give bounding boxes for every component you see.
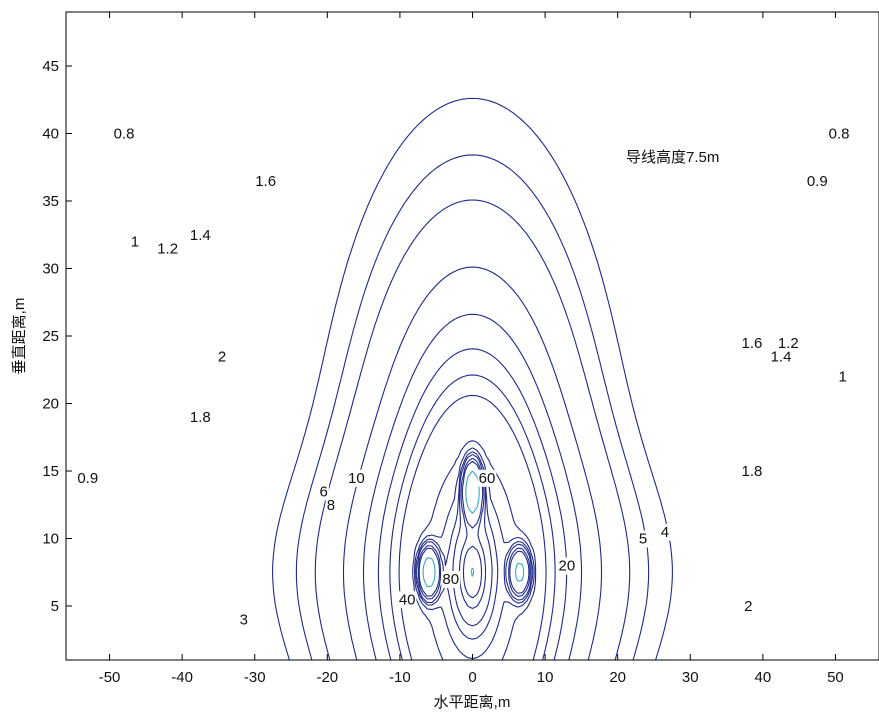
contour-label: 2 — [744, 598, 752, 615]
contour-label: 1.6 — [255, 173, 276, 190]
contour-level-10 — [418, 460, 530, 599]
contour-label: 1.6 — [742, 335, 763, 352]
axis-ticks: -50 -40 -30 -20 -10 0 10 20 30 40 5051015202530354… — [42, 12, 844, 686]
contour-label-bg — [805, 172, 829, 190]
x-tick-label: 0 — [468, 669, 476, 686]
wire-height-annotation: 导线高度7.5m — [626, 149, 719, 166]
contour-label-bg — [769, 348, 793, 366]
contour-label-bg — [477, 469, 497, 487]
x-tick-label: 10 — [537, 669, 554, 686]
contour-label-bg — [216, 348, 228, 366]
y-tick-label: 20 — [42, 396, 59, 413]
contour-label: 4 — [661, 524, 669, 541]
contour-label-bg — [112, 125, 136, 143]
contour-label-bg — [740, 334, 764, 352]
x-tick-label: 30 — [682, 669, 699, 686]
contour-label: 1.8 — [190, 409, 211, 426]
contour-label: 60 — [479, 470, 496, 487]
contour-label-bg — [557, 557, 577, 575]
y-tick-label: 40 — [42, 126, 59, 143]
contour-label: 0.9 — [807, 173, 828, 190]
contour-level-0-8 — [272, 97, 673, 660]
contour-label-bg — [188, 409, 212, 426]
contour-label: 1 — [131, 234, 139, 251]
contour-label: 2 — [218, 348, 226, 365]
x-tick-label: 40 — [755, 669, 772, 686]
x-tick-label: -40 — [171, 669, 193, 686]
contour-level-1-2 — [342, 266, 603, 660]
contour-label-bg — [325, 496, 337, 514]
y-tick-label: 45 — [42, 58, 59, 75]
contour-label-bg — [740, 463, 764, 480]
contour-label-bg — [776, 334, 800, 352]
contour-level-1-6 — [377, 348, 568, 660]
contour-label: 0.9 — [77, 470, 98, 487]
x-tick-label: -50 — [99, 669, 121, 686]
contour-label-bg — [318, 483, 329, 501]
contour-label-bg — [837, 368, 848, 386]
contour-label-bg — [347, 469, 366, 487]
contour-level-6 — [416, 453, 532, 627]
x-tick-label: -10 — [389, 669, 411, 686]
contour-label-bg — [188, 226, 212, 244]
contour-lines — [272, 97, 673, 660]
contour-label-bg — [659, 523, 671, 541]
contour-label: 3 — [240, 612, 248, 629]
y-tick-label: 15 — [42, 463, 59, 480]
contour-label: 1.2 — [157, 240, 178, 257]
contour-label-bg — [397, 591, 417, 609]
contour-level-1 — [314, 199, 631, 660]
contour-label-bg — [254, 172, 278, 190]
contour-level-1-4 — [362, 313, 583, 660]
y-tick-label: 30 — [42, 261, 59, 278]
contour-label: 8 — [327, 497, 335, 514]
contour-level-0-9 — [295, 154, 650, 660]
contour-label: 5 — [639, 531, 647, 548]
contour-label: 80 — [442, 571, 459, 588]
contour-label: 1 — [839, 369, 847, 386]
contour-label-bg — [441, 571, 461, 588]
y-tick-label: 5 — [51, 598, 59, 615]
contour-label-bg — [156, 240, 180, 258]
x-tick-label: 20 — [609, 669, 626, 686]
x-tick-label: -20 — [316, 669, 338, 686]
contour-label-bg — [76, 469, 100, 487]
contour-label-bg — [637, 530, 649, 548]
contour-label-bg — [238, 611, 250, 629]
contour-label: 1.4 — [771, 348, 792, 365]
y-tick-label: 35 — [42, 193, 59, 210]
y-tick-label: 25 — [42, 328, 59, 345]
y-tick-label: 10 — [42, 531, 59, 548]
contour-level-3 — [412, 440, 537, 660]
contour-label: 10 — [348, 470, 365, 487]
contour-label: 0.8 — [114, 126, 135, 143]
x-tick-label: 50 — [827, 669, 844, 686]
contour-label: 1.2 — [778, 335, 799, 352]
contour-label: 40 — [399, 591, 416, 608]
x-axis-label: 水平距离,m — [434, 694, 511, 711]
contour-label-bg — [129, 233, 141, 251]
contour-level-1-8 — [389, 374, 556, 660]
contour-label: 0.8 — [829, 126, 850, 143]
x-tick-label: -30 — [244, 669, 266, 686]
contour-label-bg — [827, 125, 851, 143]
contour-label-bg — [743, 598, 754, 615]
contour-label: 20 — [559, 558, 576, 575]
contour-label: 1.4 — [190, 227, 211, 244]
y-axis-label: 垂直距离,m — [11, 298, 28, 375]
contour-label: 6 — [320, 483, 328, 500]
contour-level-5 — [415, 451, 534, 640]
contour-label: 1.8 — [742, 463, 763, 480]
